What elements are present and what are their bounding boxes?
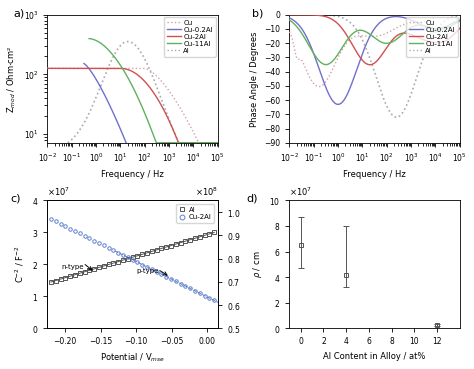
Legend: Al, Cu-2Al: Al, Cu-2Al [176, 204, 214, 223]
Y-axis label: $\rho$ / cm: $\rho$ / cm [251, 251, 264, 278]
Text: d): d) [247, 194, 258, 204]
X-axis label: Al Content in Alloy / at%: Al Content in Alloy / at% [323, 352, 426, 361]
X-axis label: Potential / V$_{mse}$: Potential / V$_{mse}$ [100, 352, 165, 365]
Text: c): c) [10, 194, 20, 204]
Y-axis label: Phase Angle / Degrees: Phase Angle / Degrees [250, 31, 259, 127]
Text: a): a) [13, 8, 25, 18]
Y-axis label: Z$_{mod}$ / Ohm$\cdot$cm²: Z$_{mod}$ / Ohm$\cdot$cm² [6, 45, 18, 113]
Legend: Cu, Cu-0.2Al, Cu-2Al, Cu-11Al, Al: Cu, Cu-0.2Al, Cu-2Al, Cu-11Al, Al [164, 17, 216, 56]
X-axis label: Frequency / Hz: Frequency / Hz [343, 170, 406, 179]
Y-axis label: C$^{-2}$ / F$^{-2}$: C$^{-2}$ / F$^{-2}$ [14, 245, 27, 283]
Text: p-type: p-type [136, 268, 158, 273]
X-axis label: Frequency / Hz: Frequency / Hz [101, 170, 164, 179]
Text: b): b) [252, 8, 263, 18]
Legend: Cu, Cu-0.2Al, Cu-2Al, Cu-11Al, Al: Cu, Cu-0.2Al, Cu-2Al, Cu-11Al, Al [406, 17, 458, 56]
Text: n-type: n-type [62, 264, 84, 270]
